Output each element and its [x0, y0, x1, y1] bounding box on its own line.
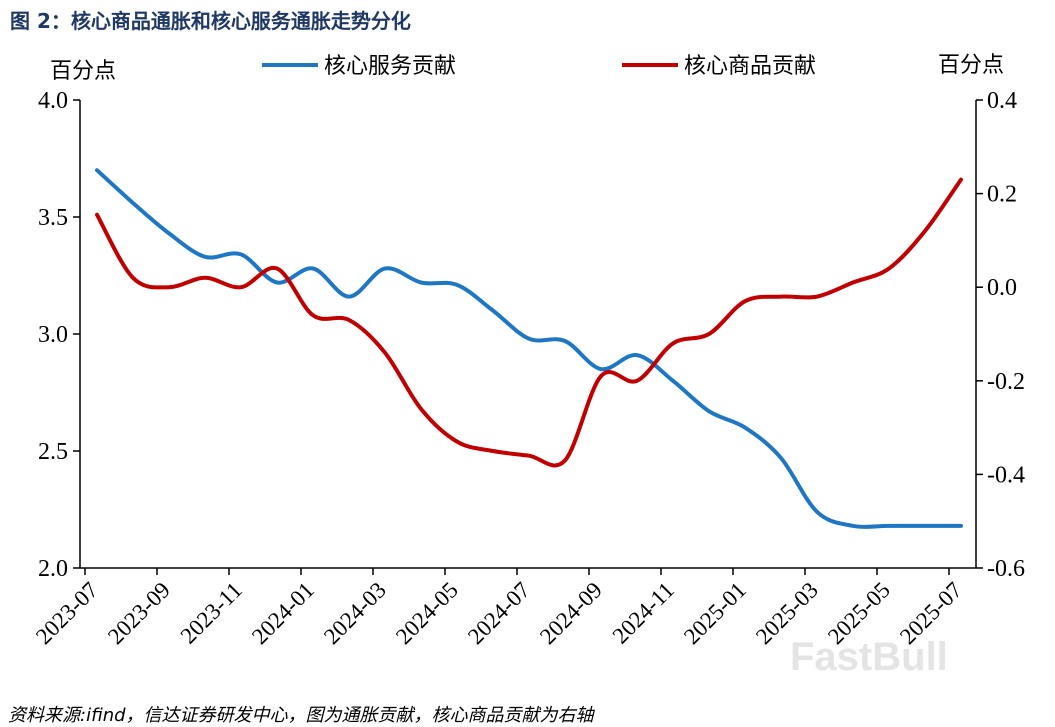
left-tick-label: 3.0 [38, 322, 68, 348]
x-tick-label: 2023-09 [103, 577, 175, 649]
series-line-core-services [95, 168, 963, 529]
right-tick-label: -0.2 [987, 369, 1025, 395]
legend-label-goods: 核心商品贡献 [684, 54, 816, 79]
right-tick-label: -0.6 [987, 556, 1025, 582]
x-tick-label: 2025-01 [679, 577, 751, 649]
left-axis-unit: 百分点 [50, 59, 116, 84]
x-tick-label: 2024-01 [247, 577, 319, 649]
series-layer [95, 168, 963, 529]
right-axis-unit: 百分点 [938, 53, 1004, 78]
right-tick-label: 0.0 [987, 275, 1017, 301]
chart-title: 图 2：核心商品通胀和核心服务通胀走势分化 [10, 9, 411, 33]
series-line-core-goods [95, 177, 963, 468]
right-tick-label: -0.4 [987, 462, 1025, 488]
x-tick-label: 2024-07 [463, 577, 535, 649]
legend-label-services: 核心服务贡献 [324, 54, 456, 79]
x-tick-label: 2023-07 [31, 577, 103, 649]
left-tick-label: 4.0 [38, 88, 68, 114]
source-note: 资料来源:ifind，信达证券研发中心，图为通胀贡献，核心商品贡献为右轴 [8, 705, 596, 726]
left-tick-label: 2.5 [38, 439, 68, 465]
left-tick-label: 2.0 [38, 556, 68, 582]
left-tick-label: 3.5 [38, 205, 68, 231]
watermark-logo: FastBull [790, 635, 948, 679]
axes: 2.0 2.5 3.0 3.5 4.0 -0.6 -0.4 -0.2 0.0 0.2 0.4 2023… [31, 88, 1025, 649]
right-tick-label: 0.2 [987, 182, 1017, 208]
right-tick-label: 0.4 [987, 88, 1017, 114]
x-tick-label: 2023-11 [176, 577, 247, 648]
x-tick-label: 2024-03 [319, 577, 391, 649]
x-tick-label: 2024-11 [608, 577, 679, 648]
legend: 核心服务贡献 核心商品贡献 [262, 54, 816, 79]
x-tick-label: 2024-05 [391, 577, 463, 649]
x-tick-label: 2024-09 [535, 577, 607, 649]
